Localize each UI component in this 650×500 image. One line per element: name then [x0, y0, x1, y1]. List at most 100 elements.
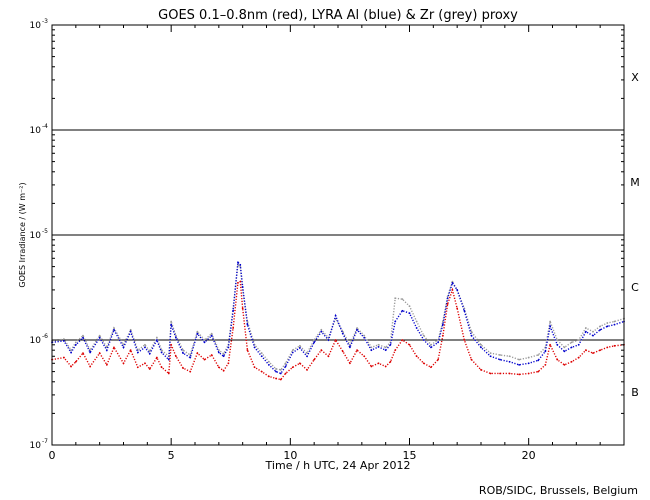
data-point	[377, 343, 380, 346]
data-point	[267, 360, 270, 363]
data-point	[508, 372, 511, 375]
data-point	[384, 365, 387, 368]
data-point	[544, 363, 547, 366]
data-point	[160, 351, 163, 354]
data-point	[549, 325, 552, 328]
y-tick-label: 10	[30, 126, 42, 136]
y-tick-exponent: -3	[42, 18, 48, 25]
y-tick-exponent: -4	[42, 123, 48, 130]
data-point	[422, 334, 425, 337]
data-point	[89, 365, 92, 368]
data-point	[144, 343, 146, 346]
data-point	[227, 346, 230, 349]
data-point	[291, 351, 294, 354]
data-point	[437, 341, 439, 344]
data-point	[341, 332, 344, 335]
data-point	[70, 351, 72, 354]
data-point	[401, 298, 404, 301]
data-point	[456, 307, 459, 310]
data-point	[584, 330, 587, 333]
data-point	[508, 360, 511, 363]
data-point	[246, 323, 249, 326]
data-point	[584, 327, 587, 329]
data-point	[394, 297, 397, 300]
data-point	[246, 349, 249, 352]
data-point	[441, 320, 444, 323]
data-point	[122, 346, 125, 349]
data-point	[456, 289, 459, 291]
data-point	[356, 349, 358, 352]
data-point	[518, 358, 521, 361]
data-point	[239, 263, 242, 266]
data-point	[463, 339, 466, 341]
data-point	[327, 355, 330, 358]
credit-label: ROB/SIDC, Brussels, Belgium	[479, 484, 638, 497]
data-point	[446, 303, 449, 305]
data-point	[394, 349, 397, 352]
data-point	[170, 320, 173, 323]
flare-class-labels: B C M X	[630, 71, 640, 399]
data-point	[155, 336, 158, 339]
data-point	[298, 347, 301, 349]
threshold-lines	[52, 129, 624, 341]
data-point	[480, 346, 482, 349]
data-point	[415, 320, 418, 323]
data-point	[549, 343, 552, 346]
data-point	[408, 312, 411, 315]
data-point	[422, 339, 425, 341]
data-point	[508, 355, 511, 358]
data-point	[463, 309, 466, 312]
data-point	[570, 360, 573, 363]
data-point	[606, 322, 609, 324]
data-point	[313, 358, 316, 361]
data-point	[341, 350, 344, 353]
data-point	[260, 352, 263, 355]
data-point	[279, 378, 282, 381]
data-point	[98, 352, 101, 355]
data-point	[606, 346, 609, 349]
x-tick-label: 5	[168, 449, 175, 462]
data-point	[415, 327, 418, 329]
data-point	[189, 370, 192, 373]
data-point	[82, 336, 84, 339]
data-point	[384, 346, 387, 349]
data-point	[122, 362, 125, 365]
data-point	[129, 330, 132, 333]
data-point	[563, 363, 566, 366]
data-point	[422, 362, 425, 365]
data-point	[155, 356, 158, 359]
data-point	[63, 338, 65, 340]
data-point	[129, 349, 132, 352]
data-point	[203, 341, 206, 344]
x-axis-ticks: 0 5 10 15 20	[49, 25, 625, 462]
data-point	[284, 365, 287, 368]
data-point	[306, 355, 308, 358]
data-point	[217, 351, 220, 354]
data-point	[210, 334, 213, 337]
data-point	[489, 355, 492, 358]
data-point	[63, 340, 65, 342]
data-point	[196, 352, 199, 355]
data-point	[606, 325, 609, 328]
x-tick-label: 0	[49, 449, 56, 462]
series-trace	[51, 260, 625, 375]
data-point	[334, 339, 337, 341]
flare-class-c: C	[631, 281, 639, 294]
data-point	[232, 309, 235, 312]
data-point	[175, 355, 177, 358]
data-point	[556, 339, 559, 341]
data-point	[113, 328, 115, 331]
data-point	[320, 328, 323, 331]
data-point	[570, 346, 573, 349]
data-point	[222, 355, 225, 358]
data-point	[577, 356, 580, 359]
data-point	[182, 352, 184, 355]
series-1	[51, 260, 625, 375]
series-trace	[51, 280, 625, 381]
data-point	[549, 320, 552, 323]
data-point	[170, 343, 173, 346]
x-tick-label: 15	[403, 449, 417, 462]
data-point	[592, 352, 594, 355]
data-point	[196, 332, 199, 335]
series-trace	[51, 263, 625, 371]
